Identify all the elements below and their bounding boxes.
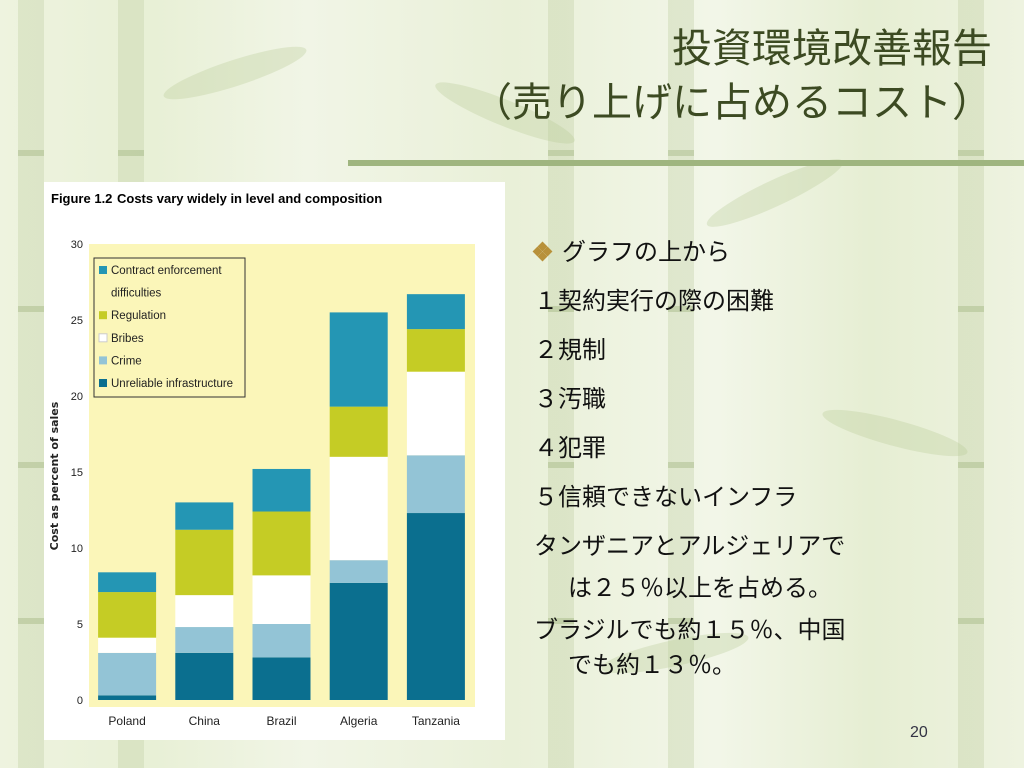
legend-swatch bbox=[99, 266, 107, 274]
bar-segment bbox=[329, 456, 388, 561]
bar-segment bbox=[175, 627, 234, 653]
slide-title-line-2: （売り上げに占めるコスト） bbox=[472, 80, 992, 126]
note-tanzania-algeria-cont: は２５％以上を占める。 bbox=[568, 574, 832, 602]
bar-segment bbox=[406, 329, 465, 372]
legend-swatch bbox=[98, 333, 108, 343]
bar-segment bbox=[406, 371, 465, 456]
bar-segment bbox=[98, 572, 157, 593]
bar-segment bbox=[329, 560, 388, 583]
legend-label: Bribes bbox=[111, 333, 144, 345]
bar-segment bbox=[175, 595, 234, 628]
y-tick-label: 25 bbox=[71, 315, 83, 327]
diamond-bullet-icon bbox=[532, 241, 553, 262]
y-tick-label: 20 bbox=[71, 391, 83, 403]
legend-box bbox=[93, 257, 246, 398]
bar-segment bbox=[252, 657, 311, 700]
legend-label: difficulties bbox=[111, 288, 162, 300]
bamboo-decoration bbox=[18, 0, 44, 768]
bamboo-decoration bbox=[548, 0, 574, 768]
x-tick-label: Poland bbox=[108, 714, 145, 728]
bar-segment bbox=[406, 294, 465, 330]
y-tick-label: 5 bbox=[77, 619, 83, 631]
bar-segment bbox=[175, 502, 234, 530]
page-number: 20 bbox=[910, 724, 928, 741]
x-tick-label: Algeria bbox=[340, 714, 378, 728]
x-tick-label: Brazil bbox=[266, 714, 296, 728]
chart-title: Costs vary widely in level and compositi… bbox=[117, 191, 382, 206]
bullet-heading-text: グラフの上から bbox=[562, 238, 730, 266]
bar-segment bbox=[175, 529, 234, 596]
bar-segment bbox=[98, 695, 157, 700]
x-tick-label: Tanzania bbox=[412, 714, 460, 728]
note-brazil-china-cont: でも約１３％。 bbox=[568, 651, 736, 679]
note-brazil-china: ブラジルでも約１５％、中国 bbox=[534, 616, 846, 644]
list-item: １契約実行の際の困難 bbox=[534, 287, 774, 315]
list-item: ４犯罪 bbox=[534, 434, 606, 462]
bullet-list: グラフの上から １契約実行の際の困難 ２規制 ３汚職 ４犯罪 ５信頼できないイン… bbox=[532, 228, 1014, 682]
y-axis: 0 5 10 15 20 25 30 bbox=[71, 239, 83, 707]
leaf-decoration bbox=[159, 37, 311, 109]
y-tick-label: 0 bbox=[77, 695, 83, 707]
legend-swatch bbox=[99, 379, 107, 387]
y-tick-label: 30 bbox=[71, 239, 83, 251]
slide-title: 投資環境改善報告 （売り上げに占めるコスト） bbox=[292, 22, 992, 130]
list-item: ５信頼できないインフラ bbox=[534, 483, 798, 511]
y-tick-label: 15 bbox=[71, 467, 83, 479]
list-item: ３汚職 bbox=[534, 385, 606, 413]
title-underline bbox=[348, 160, 1024, 166]
bar-segment bbox=[98, 592, 157, 638]
x-axis: Poland China Brazil Algeria Tanzania bbox=[108, 714, 460, 728]
bar-segment bbox=[329, 312, 388, 407]
legend-label: Contract enforcement bbox=[111, 265, 222, 277]
note-tanzania-algeria: タンザニアとアルジェリアで bbox=[534, 532, 846, 560]
bar-segment bbox=[252, 575, 311, 624]
stacked-bar-chart: Figure 1.2 Costs vary widely in level an… bbox=[48, 191, 475, 728]
legend-swatch bbox=[99, 311, 107, 320]
bar-segment bbox=[252, 624, 311, 658]
bar-segment bbox=[175, 652, 234, 700]
bar-segment bbox=[329, 582, 388, 700]
y-axis-label: Cost as percent of sales bbox=[48, 401, 61, 550]
bamboo-decoration bbox=[668, 0, 694, 768]
bar-segment bbox=[98, 637, 157, 653]
legend-label: Crime bbox=[111, 355, 142, 367]
figure-label: Figure 1.2 bbox=[51, 191, 112, 206]
legend: Contract enforcement difficulties Regulati… bbox=[93, 257, 246, 398]
bullet-heading: グラフの上から bbox=[532, 228, 1014, 277]
x-tick-label: China bbox=[189, 714, 221, 728]
bamboo-decoration bbox=[958, 0, 984, 768]
bars bbox=[98, 294, 465, 700]
bar-segment bbox=[98, 652, 157, 696]
bar-segment bbox=[406, 455, 465, 514]
chart-panel: Figure 1.2 Costs vary widely in level an… bbox=[44, 182, 505, 740]
bar-segment bbox=[406, 513, 465, 700]
bar-segment bbox=[252, 511, 311, 576]
legend-label: Unreliable infrastructure bbox=[111, 378, 233, 390]
y-tick-label: 10 bbox=[71, 543, 83, 555]
legend-swatch bbox=[99, 356, 107, 365]
legend-label: Regulation bbox=[111, 310, 166, 322]
bar-segment bbox=[329, 406, 388, 457]
list-item: ２規制 bbox=[534, 336, 606, 364]
slide-title-line-1: 投資環境改善報告 bbox=[672, 26, 992, 72]
bar-segment bbox=[252, 468, 311, 512]
